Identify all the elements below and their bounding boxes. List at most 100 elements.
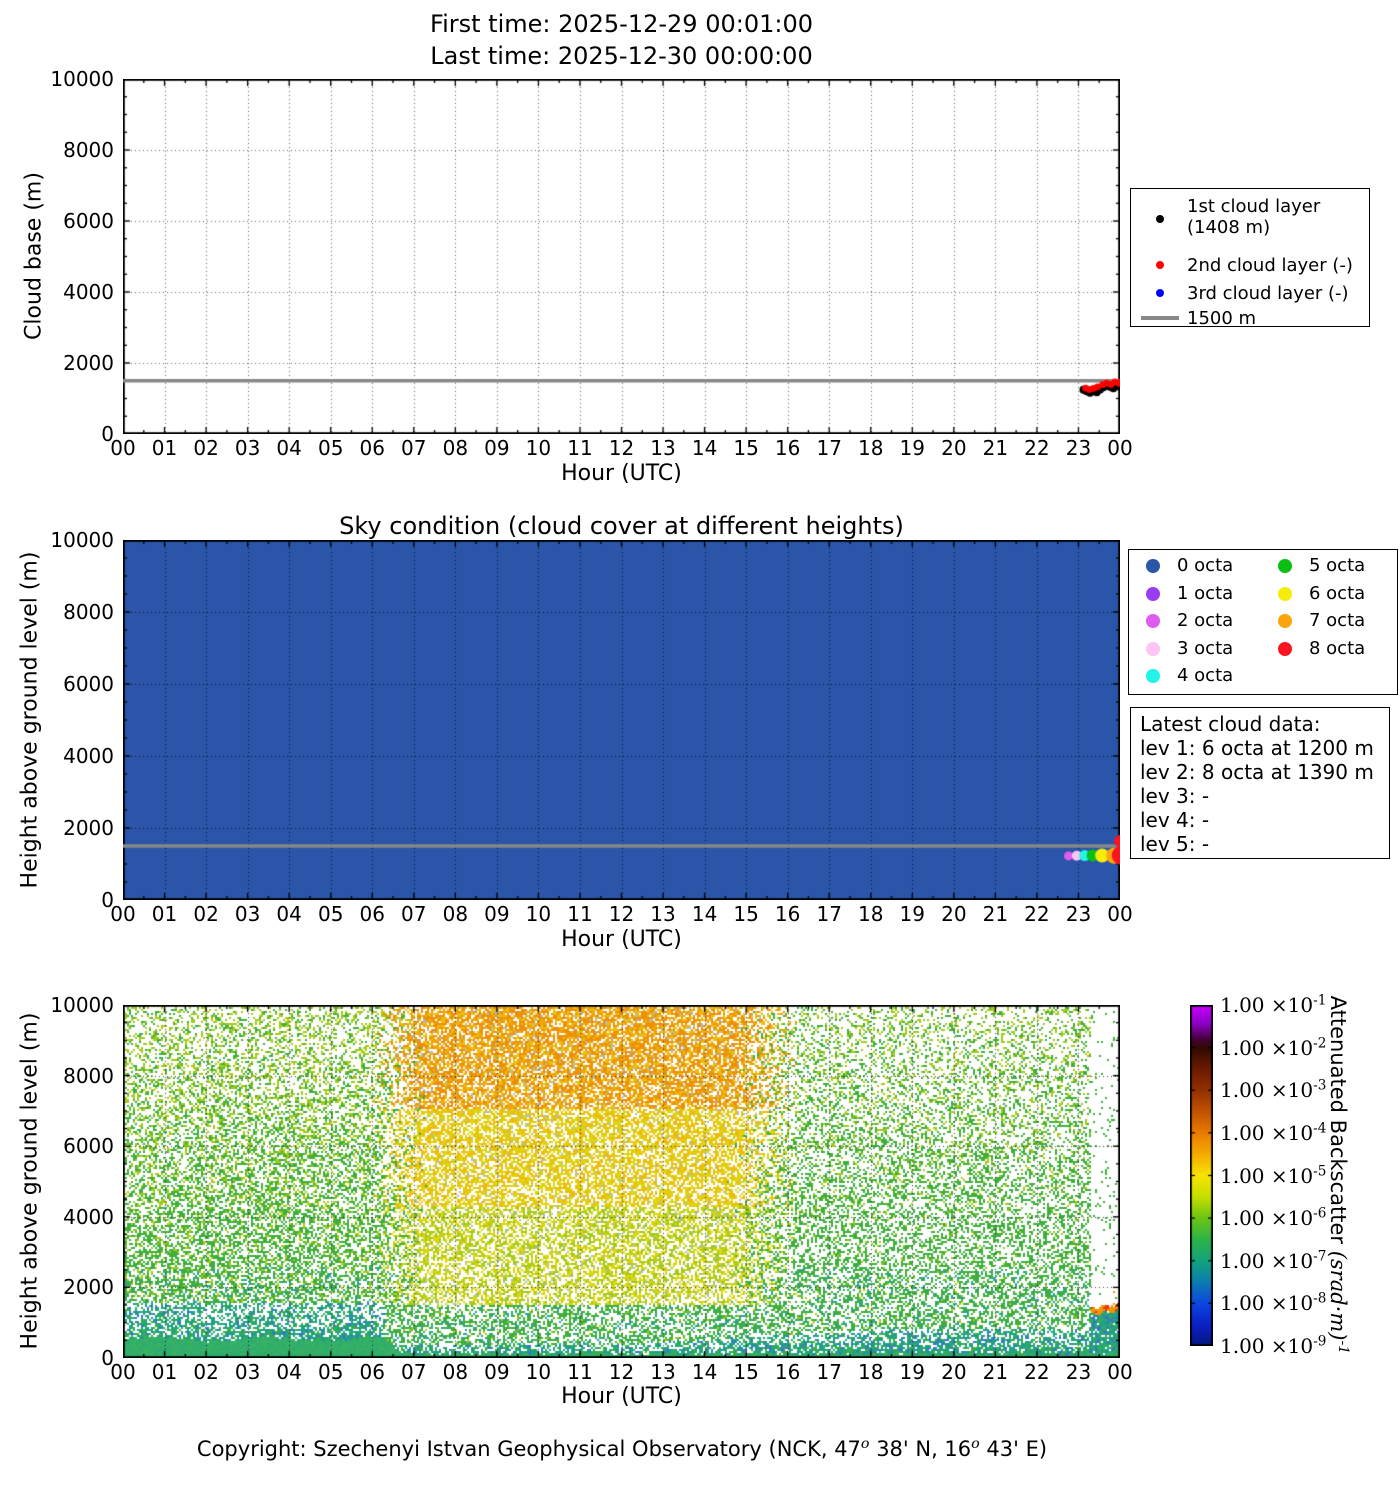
reference-line-marker [1141, 316, 1179, 320]
x-tick-label: 13 [650, 436, 676, 460]
x-tick-label: 11 [567, 1360, 593, 1384]
y-tick-label: 6000 [63, 209, 114, 233]
x-tick-label: 02 [193, 436, 219, 460]
x-tick-label: 01 [151, 902, 178, 926]
marker-cloud-layer-dot [1156, 289, 1164, 297]
copyright-text-end: 43' E) [979, 1437, 1048, 1461]
copyright-line: Copyright: Szechenyi Istvan Geophysical … [72, 1437, 1172, 1461]
x-tick-label: 15 [733, 436, 759, 460]
x-tick-label: 07 [401, 902, 427, 926]
x-tick-label: 23 [1065, 902, 1092, 926]
legend-entry-label: 1500 m [1187, 308, 1257, 329]
colorbar-tick-mantissa: 1.00 ×10 [1220, 1248, 1314, 1273]
octa-legend-label: 8 octa [1309, 637, 1366, 659]
colorbar-tick-exponent: -6 [1313, 1205, 1327, 1222]
latitude-degree-symbol: o [860, 1436, 870, 1452]
latest-cloud-data-line: lev 1: 6 octa at 1200 m [1140, 736, 1374, 760]
colorbar-tick-label: 1.00 ×10-4 [1220, 1121, 1370, 1145]
colorbar-label-units: (srad·m) [1326, 1250, 1350, 1341]
x-tick-label: 00 [110, 436, 136, 460]
y-tick-label: 4000 [63, 744, 114, 768]
colorbar-tick-mantissa: 1.00 ×10 [1220, 1334, 1314, 1358]
y-tick-label: 6000 [63, 1134, 114, 1159]
panel1-title-line2: Last time: 2025-12-30 00:00:00 [430, 42, 813, 70]
x-tick-label: 00 [1107, 1360, 1133, 1384]
x-tick-label: 14 [691, 436, 718, 460]
x-tick-label: 01 [151, 1360, 178, 1384]
octa-legend-label: 2 octa [1177, 610, 1234, 631]
colorbar-tick-exponent: -3 [1313, 1077, 1327, 1094]
colorbar-tick-label: 1.00 ×10-8 [1220, 1291, 1370, 1315]
colorbar-tick-label: 1.00 ×10-2 [1220, 1036, 1370, 1060]
panel2-x-axis-label: Hour (UTC) [561, 927, 682, 952]
octa-legend-label: 4 octa [1177, 665, 1234, 686]
x-tick-label: 02 [193, 1360, 219, 1384]
x-tick-label: 03 [234, 1360, 261, 1384]
x-tick-label: 03 [234, 436, 261, 460]
colorbar-tick-mantissa: 1.00 ×10 [1220, 993, 1314, 1017]
colorbar-tick-mantissa: 1.00 ×10 [1220, 1078, 1314, 1103]
colorbar-tick-mantissa: 1.00 ×10 [1220, 1163, 1314, 1188]
octa-legend-dot [1146, 586, 1160, 601]
latest-cloud-data-line: lev 5: - [1140, 832, 1210, 856]
x-tick-label: 20 [941, 902, 967, 926]
x-tick-label: 11 [567, 902, 593, 926]
colorbar-tick-exponent: -2 [1313, 1034, 1327, 1051]
x-tick-label: 14 [691, 1360, 718, 1384]
x-tick-label: 12 [608, 902, 635, 926]
x-tick-label: 09 [484, 436, 510, 460]
x-tick-label: 02 [193, 902, 219, 926]
x-tick-label: 12 [608, 436, 635, 460]
x-tick-label: 15 [733, 902, 759, 926]
y-tick-label: 4000 [63, 280, 114, 304]
colorbar-label-exponent: -1 [1335, 1340, 1351, 1355]
x-tick-label: 11 [567, 436, 593, 460]
x-tick-label: 12 [608, 1360, 635, 1384]
octa-legend-dot [1146, 669, 1160, 683]
colorbar-tick-exponent: -7 [1313, 1248, 1327, 1265]
x-tick-label: 21 [982, 1360, 1009, 1384]
x-tick-label: 05 [317, 436, 344, 460]
panel1-title-line1: First time: 2025-12-29 00:01:00 [430, 10, 813, 38]
x-tick-label: 15 [733, 1360, 759, 1384]
x-tick-label: 04 [276, 902, 302, 926]
x-tick-label: 18 [858, 436, 884, 460]
x-tick-label: 17 [816, 902, 842, 926]
colorbar-tick-exponent: -9 [1313, 1333, 1327, 1350]
octa-legend-label: 7 octa [1309, 610, 1366, 631]
x-tick-label: 00 [1107, 902, 1133, 926]
x-tick-label: 04 [276, 436, 302, 460]
colorbar-tick-label: 1.00 ×10-7 [1220, 1249, 1370, 1273]
colorbar-tick-exponent: -4 [1313, 1120, 1327, 1137]
x-tick-label: 13 [650, 902, 676, 926]
x-tick-label: 20 [941, 1360, 967, 1384]
y-tick-label: 2000 [63, 351, 114, 375]
legend-entry-label: 3rd cloud layer (-) [1187, 283, 1349, 304]
panel3-x-axis-label: Hour (UTC) [561, 1384, 682, 1409]
latest-cloud-data-line: lev 2: 8 octa at 1390 m [1140, 760, 1374, 784]
sky-condition-plot [123, 540, 1120, 900]
latest-cloud-data-title: Latest cloud data: [1140, 712, 1321, 736]
octa-legend-dot [1278, 559, 1292, 573]
latest-cloud-data-line: lev 3: - [1140, 784, 1210, 808]
x-tick-label: 00 [1107, 436, 1133, 460]
colorbar-tick-exponent: -8 [1313, 1290, 1327, 1307]
colorbar-axis-label: Attenuated Backscatter (srad·m)-1 [1326, 996, 1351, 1355]
y-tick-label: 2000 [63, 1275, 114, 1300]
backscatter-heatmap [123, 1005, 1120, 1358]
y-tick-label: 2000 [63, 816, 114, 840]
y-tick-label: 8000 [63, 600, 114, 624]
legend-entry-label: 1st cloud layer (1408 m) [1187, 196, 1321, 238]
colorbar-tick-label: 1.00 ×10-9 [1220, 1334, 1370, 1358]
x-tick-label: 18 [858, 902, 884, 926]
x-tick-label: 21 [982, 436, 1009, 460]
x-tick-label: 07 [401, 436, 427, 460]
colorbar-tick-mantissa: 1.00 ×10 [1220, 1120, 1314, 1145]
x-tick-label: 05 [317, 1360, 344, 1384]
marker-cloud-layer-dot [1156, 261, 1164, 269]
x-tick-label: 23 [1065, 436, 1092, 460]
y-tick-label: 0 [101, 888, 114, 912]
x-tick-label: 17 [816, 436, 842, 460]
octa-legend-dot [1146, 559, 1160, 573]
